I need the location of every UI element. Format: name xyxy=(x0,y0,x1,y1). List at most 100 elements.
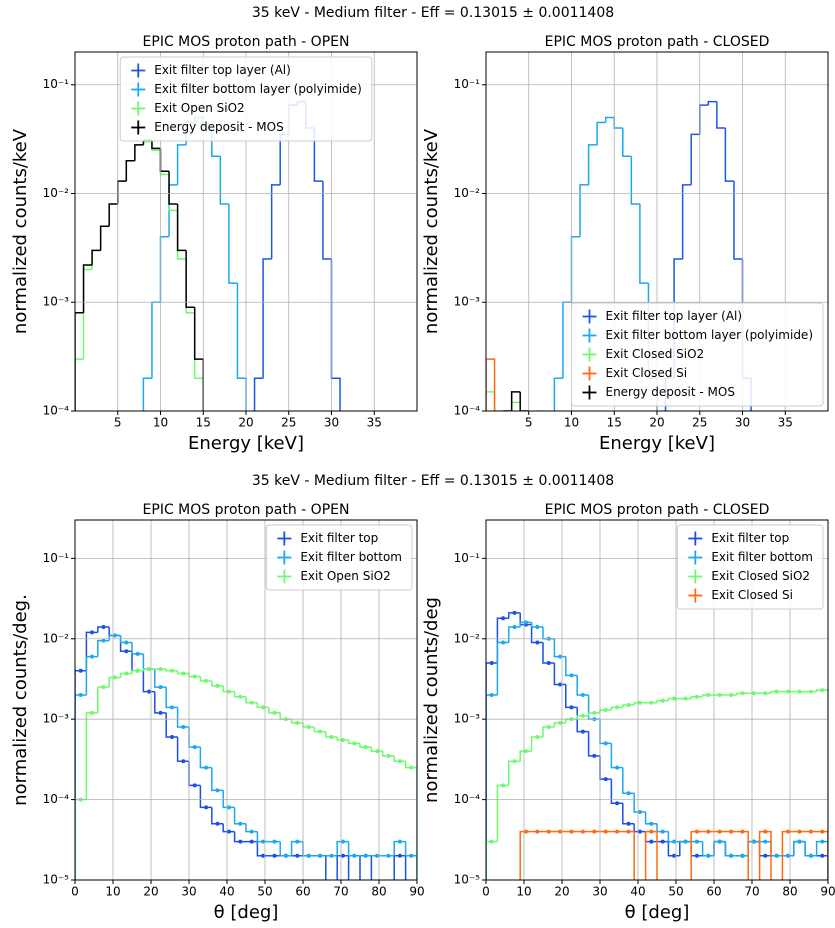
point xyxy=(808,853,813,858)
histogram-step xyxy=(486,391,495,411)
point xyxy=(603,829,608,834)
point xyxy=(558,720,563,725)
point xyxy=(306,724,311,729)
y-axis-label: normalized counts/deg xyxy=(421,597,442,803)
point xyxy=(637,700,642,705)
x-tick-label: 90 xyxy=(409,885,424,899)
histogram-step xyxy=(630,156,640,205)
point xyxy=(592,710,597,715)
point xyxy=(204,805,209,810)
point xyxy=(660,829,665,834)
point xyxy=(706,853,711,858)
point xyxy=(694,839,699,844)
point xyxy=(512,759,517,764)
histogram-step xyxy=(519,391,529,411)
y-tick-label: 10⁻² xyxy=(43,631,70,645)
y-tick-label: 10⁻¹ xyxy=(43,551,70,565)
legend: Exit filter top Exit filter bottom Exit Op… xyxy=(265,524,413,591)
histogram-step xyxy=(313,128,323,182)
histogram-step xyxy=(681,184,692,259)
x-axis-label: θ [deg] xyxy=(625,902,690,923)
x-tick-label: 40 xyxy=(630,885,645,899)
histogram-step xyxy=(486,358,496,411)
point xyxy=(295,839,300,844)
point xyxy=(489,692,494,697)
legend-label: Exit filter top layer (Al) xyxy=(605,309,742,323)
point xyxy=(694,853,699,858)
histogram-step xyxy=(707,100,717,106)
point xyxy=(226,829,231,834)
point xyxy=(615,829,620,834)
point xyxy=(340,853,345,858)
legend-label: Exit Closed SiO2 xyxy=(711,569,810,583)
axes-frame xyxy=(485,51,829,412)
point xyxy=(672,839,677,844)
x-axis-label: Energy [keV] xyxy=(599,433,715,454)
point xyxy=(397,853,402,858)
legend-label: Energy deposit - MOS xyxy=(154,120,283,134)
point xyxy=(740,691,745,696)
point xyxy=(204,765,209,770)
point xyxy=(249,839,254,844)
plot-area xyxy=(75,100,341,411)
x-tick-label: 80 xyxy=(371,885,386,899)
point xyxy=(90,654,95,659)
point xyxy=(181,759,186,764)
point xyxy=(352,741,357,746)
point xyxy=(535,829,540,834)
legend-label: Exit Closed Si xyxy=(711,588,793,602)
figure-title: 35 keV - Medium filter - Eff = 0.13015 ±… xyxy=(252,5,614,21)
x-tick-label: 20 xyxy=(238,416,253,430)
histogram-step xyxy=(579,184,589,237)
point xyxy=(683,839,688,844)
chart-title: EPIC MOS proton path - OPEN xyxy=(143,34,350,50)
point xyxy=(592,829,597,834)
point xyxy=(820,688,825,693)
histogram-step xyxy=(125,160,135,182)
point xyxy=(535,625,540,630)
point xyxy=(101,625,106,630)
point xyxy=(181,671,186,676)
point xyxy=(386,853,391,858)
point xyxy=(615,765,620,770)
x-tick-label: 15 xyxy=(196,416,211,430)
x-tick-label: 50 xyxy=(668,885,683,899)
histogram-step xyxy=(596,121,606,145)
histogram-step xyxy=(587,144,598,185)
point xyxy=(238,821,243,826)
point xyxy=(329,853,334,858)
point xyxy=(649,700,654,705)
x-tick-label: 25 xyxy=(281,416,296,430)
point xyxy=(318,853,323,858)
histogram-step xyxy=(134,144,144,161)
point xyxy=(626,703,631,708)
y-tick-label: 10⁻⁴ xyxy=(43,404,70,418)
legend-label: Exit Open SiO2 xyxy=(154,101,244,115)
y-tick-label: 10⁻¹ xyxy=(454,77,481,91)
point xyxy=(626,791,631,796)
point xyxy=(272,853,277,858)
point xyxy=(306,853,311,858)
legend-label: Exit filter top xyxy=(300,531,378,545)
histogram-step xyxy=(228,204,238,284)
point xyxy=(409,853,414,858)
point xyxy=(215,821,220,826)
x-tick-label: 40 xyxy=(219,885,234,899)
point xyxy=(546,724,551,729)
point xyxy=(649,821,654,826)
histogram-step xyxy=(91,249,101,266)
chart-title: EPIC MOS proton path - CLOSED xyxy=(545,502,770,518)
point xyxy=(569,673,574,678)
point xyxy=(169,735,174,740)
point xyxy=(603,741,608,746)
point xyxy=(329,735,334,740)
point xyxy=(158,685,163,690)
point xyxy=(318,729,323,734)
point xyxy=(797,829,802,834)
histogram-step xyxy=(553,377,563,411)
x-tick-label: 90 xyxy=(820,885,835,899)
histogram-step xyxy=(724,128,734,182)
point xyxy=(158,710,163,715)
x-tick-label: 60 xyxy=(295,885,310,899)
x-tick-label: 20 xyxy=(143,885,158,899)
